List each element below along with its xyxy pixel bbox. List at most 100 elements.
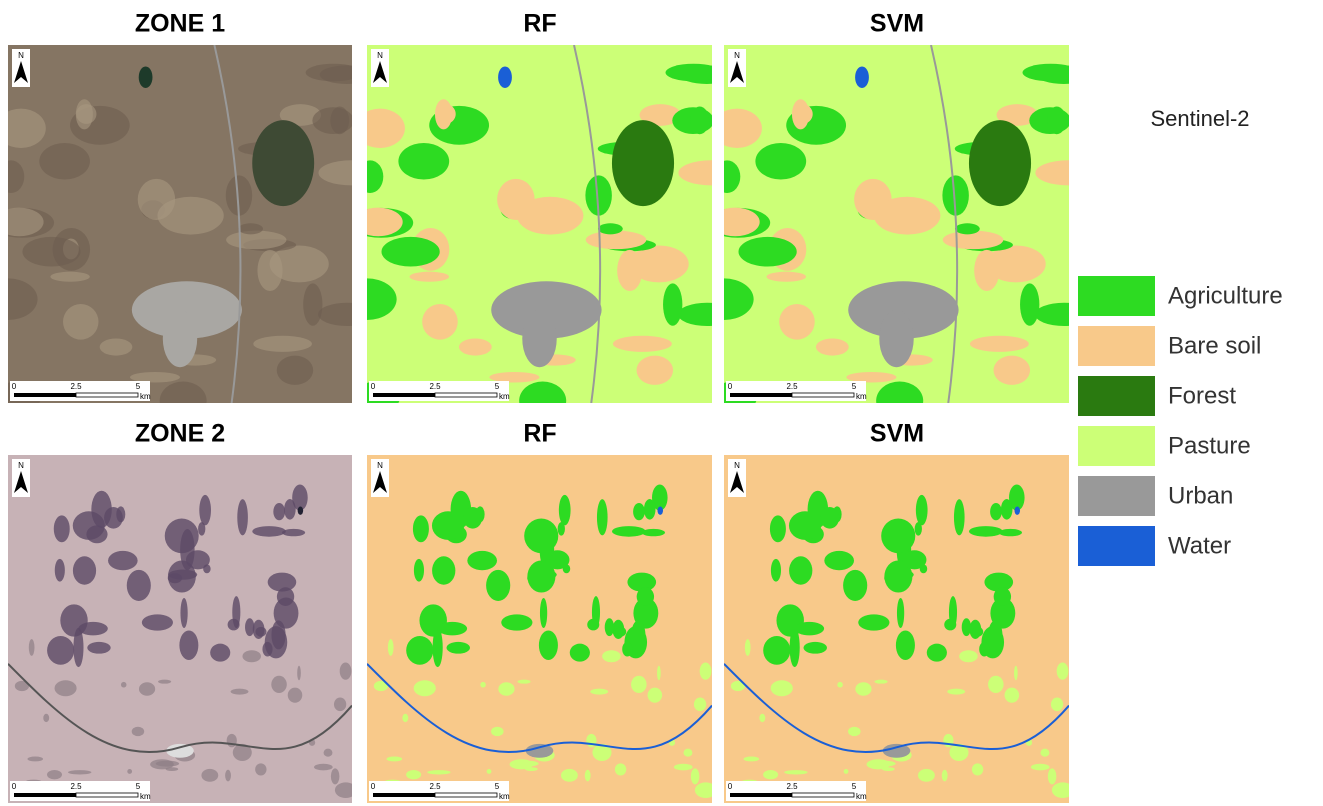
map-panel [337,45,744,420]
map-patch [927,644,947,662]
map-patch [253,336,312,352]
map-patch [994,356,1031,385]
map-patch [414,559,424,582]
map-patch [324,749,333,757]
map-patch [804,642,827,654]
scale-label: 2.5 [70,782,82,791]
map-patch [100,338,133,355]
scale-bar-white [792,393,854,397]
map-patch [605,618,614,636]
map-patch [999,529,1022,536]
map-patch [277,356,313,385]
map-patch [252,120,314,206]
panel-title: ZONE 1 [135,10,225,38]
map-patch [657,507,663,515]
map-patch [738,237,796,267]
map-patch [969,526,1003,537]
map-patch [897,598,904,628]
map-patch [139,66,153,87]
map-patch [767,272,807,282]
map-patch [590,689,608,695]
map-patch [130,372,180,383]
map-patch [406,636,433,665]
legend-swatch [1078,326,1155,366]
map-patch [381,237,439,267]
map-patch [491,727,504,736]
map-patch [525,767,538,771]
map-patch [54,515,70,542]
sensor-label: Sentinel-2 [1150,106,1249,131]
map-patch [714,160,740,193]
map-patch [969,120,1031,206]
legend-label: Pasture [1168,432,1251,459]
map-panel [0,45,384,420]
map-patch [612,120,674,206]
scale-label: 2.5 [786,782,798,791]
scale-bar-black [730,393,792,397]
map-patch [55,559,65,582]
map-patch [262,642,272,657]
panel-title: ZONE 2 [135,420,225,448]
map-patch [648,688,663,703]
scale-bar-black [14,393,76,397]
map-patch [388,639,394,656]
map-patch [837,682,843,688]
map-patch [617,250,642,291]
map-patch [199,495,211,525]
legend-swatch [1078,276,1155,316]
map-panel [367,455,717,803]
map-patch [942,770,948,782]
map-patch [974,250,999,291]
map-patch [876,381,923,420]
map-patch [855,682,871,696]
map-patch [357,160,383,193]
map-patch [43,714,49,722]
map-patch [947,689,965,695]
map-patch [771,559,781,582]
map-patch [288,688,303,703]
scale-label: 5 [136,782,141,791]
north-label: N [734,461,740,470]
map-patch [1001,499,1013,520]
scale-label: 2.5 [786,382,798,391]
map-patch [1051,697,1063,711]
map-patch [570,644,590,662]
map-patch [68,770,91,774]
scale-unit: km [140,392,151,401]
map-patch [592,596,600,628]
map-patch [858,614,889,630]
scale-label: 0 [371,782,376,791]
map-patch [602,650,621,662]
map-patch [874,197,940,235]
scale-label: 2.5 [70,382,82,391]
map-patch [277,587,294,606]
map-patch [874,680,887,684]
map-patch [663,283,682,325]
map-patch [487,769,492,774]
scale-label: 5 [495,782,500,791]
map-patch [558,522,565,535]
panel-title: SVM [870,10,924,38]
map-patch [1005,688,1020,703]
map-panel [694,45,1101,420]
map-patch [816,338,849,355]
map-patch [955,223,980,234]
scale-bar-white [792,793,854,797]
map-patch [855,66,869,87]
map-patch [1047,107,1066,135]
map-patch [297,666,301,681]
map-patch [846,372,896,383]
map-patch [139,682,155,696]
scale-unit: km [140,792,151,801]
map-patch [231,689,249,695]
map-patch [820,507,839,529]
map-patch [882,767,895,771]
map-patch [994,587,1011,606]
map-patch [237,499,248,535]
map-patch [519,381,566,420]
north-label: N [377,461,383,470]
legend-swatch [1078,526,1155,566]
legend-swatch [1078,376,1155,416]
scale-bar-white [435,793,497,797]
scale-label: 0 [12,782,17,791]
